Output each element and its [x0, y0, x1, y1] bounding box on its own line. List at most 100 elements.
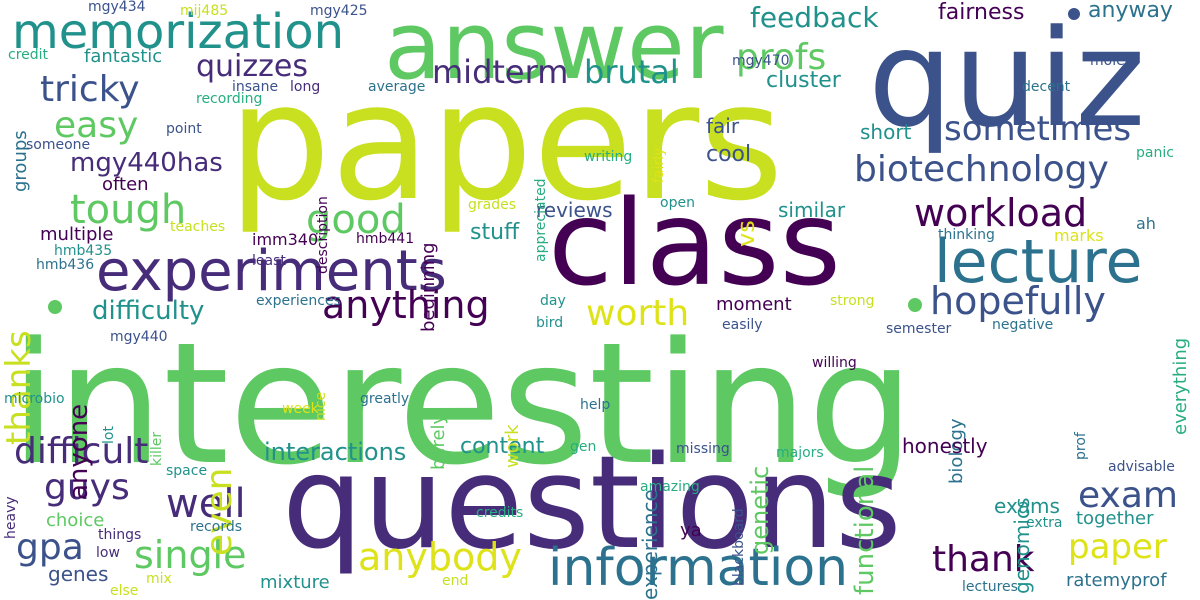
word-panic: easily: [722, 317, 763, 333]
dot-mark: [908, 298, 922, 312]
word-imm340: mij485: [180, 3, 229, 19]
word-interesting: interesting: [10, 306, 915, 502]
word-workload: workload: [914, 191, 1088, 235]
word-greatly: lot: [101, 426, 117, 444]
word-answer: answer: [384, 0, 724, 101]
word-open: bird: [536, 315, 564, 331]
word-recording: thinking: [938, 227, 995, 243]
word-else: else: [110, 583, 139, 599]
word-lecture: lecture: [934, 227, 1143, 297]
word-gen: missing: [676, 441, 730, 457]
word-work: work: [502, 424, 523, 468]
word-decent: strong: [830, 293, 875, 309]
word-genes: genes: [48, 562, 109, 586]
word-experiments: experiments: [96, 239, 447, 304]
word-semester: someone: [26, 137, 91, 153]
word-writing: writing: [584, 149, 633, 165]
word-single: single: [134, 533, 247, 577]
word-sometimes: sometimes: [944, 109, 1132, 149]
word-majors: advisable: [1108, 459, 1175, 475]
word-willing: killer: [149, 431, 165, 466]
word-ah: ah: [1136, 214, 1156, 233]
word-low: low: [96, 545, 120, 561]
word-mgy440has: mgy440has: [70, 148, 223, 178]
word-anyone: anyone: [64, 403, 94, 500]
word-easily: help: [580, 397, 611, 413]
word-cool: cool: [706, 142, 752, 167]
word-difficult: difficult: [14, 431, 149, 472]
word-thank: thank: [932, 539, 1035, 580]
word-someone: credit: [8, 47, 49, 63]
word-class: class: [548, 174, 841, 312]
word-appreciated: appreciated: [533, 178, 549, 262]
word-functional: functional: [850, 465, 880, 595]
word-day: willing: [812, 355, 857, 371]
word-difficulty: difficulty: [92, 296, 205, 326]
word-papers: papers: [228, 49, 784, 237]
word-biotechnology: biotechnology: [854, 149, 1109, 190]
word-quizzes: quizzes: [196, 49, 308, 84]
word-vs: vs: [732, 220, 760, 247]
word-prof: least: [252, 253, 286, 269]
word-easy: easy: [54, 105, 139, 146]
word-interactions: interactions: [264, 438, 407, 466]
word-hmb436: semester: [886, 321, 952, 337]
word-profs: profs: [736, 37, 827, 78]
word-content: content: [460, 434, 545, 459]
word-similar: similar: [778, 198, 846, 222]
word-extra: insane: [232, 79, 279, 95]
word-gpa: gpa: [16, 527, 84, 568]
word-fantastic: fantastic: [84, 46, 163, 67]
word-tricky: tricky: [40, 69, 140, 110]
word-beginning: beginning: [418, 242, 439, 332]
word-short: short: [860, 120, 912, 144]
word-anything: anything: [322, 283, 490, 327]
word-mgy440: mix: [146, 571, 172, 587]
word-mgy470: end: [442, 573, 469, 589]
word-ya: ya: [680, 520, 702, 541]
word-amazing: amazing: [640, 479, 700, 495]
word-point: molec: [1090, 53, 1133, 69]
word-insane: panic: [1136, 145, 1174, 161]
word-heavy: hmb436: [36, 257, 95, 273]
word-tough: tough: [70, 187, 187, 233]
word-mij485: teaches: [170, 219, 226, 235]
word-end: average: [368, 79, 426, 95]
word-mixture: mixture: [260, 572, 330, 593]
word-marks: marks: [1054, 226, 1104, 245]
word-space: gen: [570, 439, 597, 455]
word-worth: worth: [586, 293, 690, 334]
word-genetic: genetic: [746, 465, 774, 555]
word-bird: week: [282, 401, 319, 417]
word-fairly: fairly: [651, 147, 667, 183]
word-strong: greatly: [360, 391, 410, 407]
word-cluster: cluster: [766, 68, 841, 93]
word-midterm: midterm: [432, 53, 569, 91]
word-fairness: fairness: [938, 0, 1025, 25]
word-reviews: reviews: [536, 198, 613, 222]
word-honestly: honestly: [902, 434, 988, 458]
word-advisable: blackboard: [731, 508, 747, 586]
word-killer: hmb441: [356, 231, 415, 247]
word-nice: imm340: [252, 230, 319, 249]
word-anybody: anybody: [358, 535, 522, 579]
dot-mark: [1068, 8, 1080, 20]
word-negative: prof: [1073, 432, 1089, 460]
word-well: well: [166, 481, 246, 527]
word-choice: choice: [46, 510, 105, 531]
word-teaches: long: [290, 79, 321, 95]
word-quiz: quiz: [868, 1, 1146, 157]
word-fair: fair: [706, 114, 740, 138]
word-feedback: feedback: [750, 1, 879, 34]
word-hmb435: mgy440: [110, 329, 168, 345]
word-microbio: space: [166, 463, 208, 479]
word-mgy425: extra: [1026, 515, 1063, 531]
word-often: often: [102, 174, 149, 195]
word-anyway: anyway: [1088, 0, 1173, 23]
word-guys: guys: [44, 467, 130, 508]
word-missing: majors: [776, 445, 824, 461]
word-things: things: [98, 527, 142, 543]
word-lot: hmb435: [54, 243, 113, 259]
word-good: good: [306, 197, 406, 243]
